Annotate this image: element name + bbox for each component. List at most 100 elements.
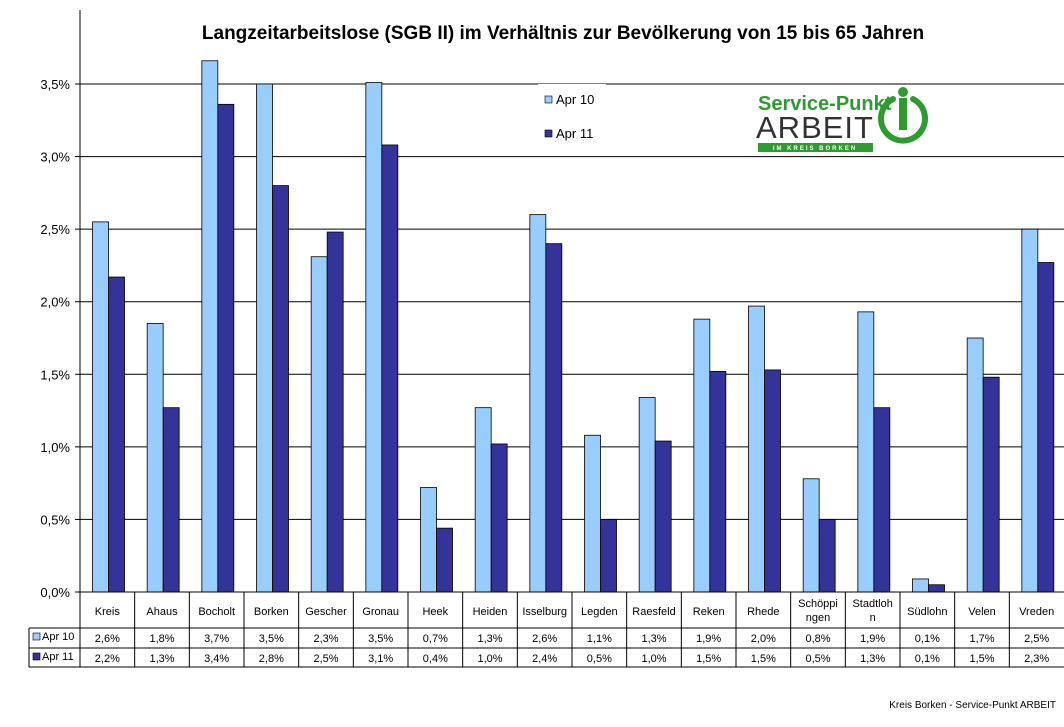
bar-apr11 bbox=[381, 144, 399, 593]
y-tick-label: 2,0% bbox=[40, 295, 70, 310]
y-tick-label: 0,0% bbox=[40, 585, 70, 600]
category-label: Velen bbox=[968, 606, 996, 618]
bar-apr11 bbox=[764, 369, 781, 593]
bar-apr11 bbox=[272, 185, 289, 593]
category-label: Vreden bbox=[1019, 606, 1054, 618]
category-label: Ahaus bbox=[146, 606, 178, 618]
data-label-apr11: 0,5% bbox=[805, 653, 830, 665]
bar-apr11 bbox=[873, 407, 891, 593]
y-tick-label: 0,5% bbox=[40, 512, 70, 527]
category-label: Borken bbox=[254, 606, 289, 618]
data-label-apr11: 0,5% bbox=[587, 653, 612, 665]
bar-apr10 bbox=[310, 256, 328, 593]
logo-text-service-punkt: Service-Punkt bbox=[758, 93, 892, 115]
data-label-apr10: 1,1% bbox=[587, 633, 612, 645]
data-label-apr11: 1,5% bbox=[751, 653, 776, 665]
bar-apr11 bbox=[490, 443, 508, 593]
data-label-apr10: 2,6% bbox=[95, 633, 120, 645]
category-label: Südlohn bbox=[907, 606, 947, 618]
data-label-apr10: 1,3% bbox=[477, 633, 502, 645]
category-label: Rhede bbox=[747, 606, 779, 618]
power-icon bbox=[878, 87, 928, 144]
table-series-name: Apr 10 bbox=[42, 631, 74, 643]
legend-swatch bbox=[544, 129, 553, 138]
bar-apr11 bbox=[818, 519, 836, 593]
category-label: n bbox=[870, 612, 876, 624]
bar-apr10 bbox=[256, 83, 273, 593]
data-label-apr10: 2,6% bbox=[532, 633, 557, 645]
bar-apr10 bbox=[92, 221, 109, 593]
bar-apr10 bbox=[802, 478, 820, 593]
bar-apr10 bbox=[693, 318, 711, 593]
category-label: ngen bbox=[806, 612, 830, 624]
y-tick-label: 2,5% bbox=[40, 222, 70, 237]
logo-text-arbeit: ARBEIT bbox=[756, 110, 874, 145]
data-label-apr10: 1,9% bbox=[860, 633, 885, 645]
category-label: Raesfeld bbox=[632, 606, 675, 618]
bar-apr10 bbox=[912, 578, 929, 593]
logo-text-kreis: IM KREIS BORKEN bbox=[773, 146, 857, 152]
bar-apr11 bbox=[436, 527, 453, 593]
data-table: Kreis 2,6% 2,2% Ahaus 1,8% 1,3% Bocholt 3,7% 3,4… bbox=[28, 591, 1064, 668]
bar-apr11 bbox=[217, 103, 235, 593]
legend-background bbox=[538, 84, 606, 152]
bar-apr11 bbox=[600, 519, 617, 593]
legend: Apr 10 Apr 11 bbox=[538, 84, 606, 152]
data-label-apr11: 3,4% bbox=[204, 653, 229, 665]
bar-apr11 bbox=[928, 584, 945, 593]
y-tick-label: 1,0% bbox=[40, 440, 70, 455]
logo-banner bbox=[758, 143, 873, 152]
data-label-apr10: 0,7% bbox=[423, 633, 448, 645]
bar-apr10 bbox=[584, 434, 601, 593]
bar-apr10 bbox=[966, 337, 984, 593]
legend-swatch bbox=[544, 95, 553, 104]
category-label: Bocholt bbox=[198, 606, 235, 618]
bar-apr11 bbox=[162, 407, 180, 593]
data-label-apr11: 2,3% bbox=[1024, 653, 1049, 665]
data-label-apr10: 0,1% bbox=[915, 633, 940, 645]
category-label: Reken bbox=[693, 606, 725, 618]
category-label: Heiden bbox=[473, 606, 508, 618]
data-label-apr11: 1,3% bbox=[860, 653, 885, 665]
category-label: Gronau bbox=[362, 606, 399, 618]
bar-apr10 bbox=[146, 323, 164, 593]
bar-apr11 bbox=[545, 243, 563, 593]
bar-apr11 bbox=[982, 376, 1000, 593]
data-label-apr10: 1,7% bbox=[969, 633, 994, 645]
bar-apr10 bbox=[474, 407, 492, 593]
bar-apr10 bbox=[857, 311, 875, 593]
data-label-apr10: 3,7% bbox=[204, 633, 229, 645]
data-label-apr10: 3,5% bbox=[259, 633, 284, 645]
legend-label: Apr 11 bbox=[556, 126, 593, 141]
table-legend-key bbox=[32, 652, 41, 661]
data-label-apr11: 1,5% bbox=[969, 653, 994, 665]
table-series-name: Apr 11 bbox=[42, 651, 74, 663]
y-tick-label: 1,5% bbox=[40, 367, 70, 382]
data-label-apr10: 2,5% bbox=[1024, 633, 1049, 645]
legend-label: Apr 10 bbox=[556, 92, 594, 107]
data-label-apr10: 2,0% bbox=[751, 633, 776, 645]
category-label: Schöppi bbox=[798, 598, 838, 610]
data-label-apr11: 1,5% bbox=[696, 653, 721, 665]
y-axis: 0,0% 0,5% 1,0% 1,5% 2,0% 2,5% 3,0% 3,5% bbox=[40, 77, 80, 600]
bar-apr11 bbox=[108, 276, 125, 593]
data-label-apr11: 2,2% bbox=[95, 653, 120, 665]
category-label: Heek bbox=[422, 606, 448, 618]
y-tick-label: 3,0% bbox=[40, 150, 70, 165]
table-legend-key bbox=[32, 632, 41, 641]
data-label-apr10: 1,9% bbox=[696, 633, 721, 645]
data-label-apr11: 1,0% bbox=[641, 653, 666, 665]
data-label-apr10: 2,3% bbox=[313, 633, 338, 645]
data-label-apr11: 3,1% bbox=[368, 653, 393, 665]
y-tick-label: 3,5% bbox=[40, 77, 70, 92]
data-label-apr11: 2,4% bbox=[532, 653, 557, 665]
data-label-apr10: 0,8% bbox=[805, 633, 830, 645]
bar-apr10 bbox=[201, 60, 219, 593]
category-label: Stadtloh bbox=[852, 598, 892, 610]
category-label: Kreis bbox=[95, 606, 121, 618]
data-label-apr11: 0,1% bbox=[915, 653, 940, 665]
bar-apr10 bbox=[365, 82, 383, 593]
bar-apr11 bbox=[326, 231, 344, 593]
category-label: Legden bbox=[581, 606, 618, 618]
